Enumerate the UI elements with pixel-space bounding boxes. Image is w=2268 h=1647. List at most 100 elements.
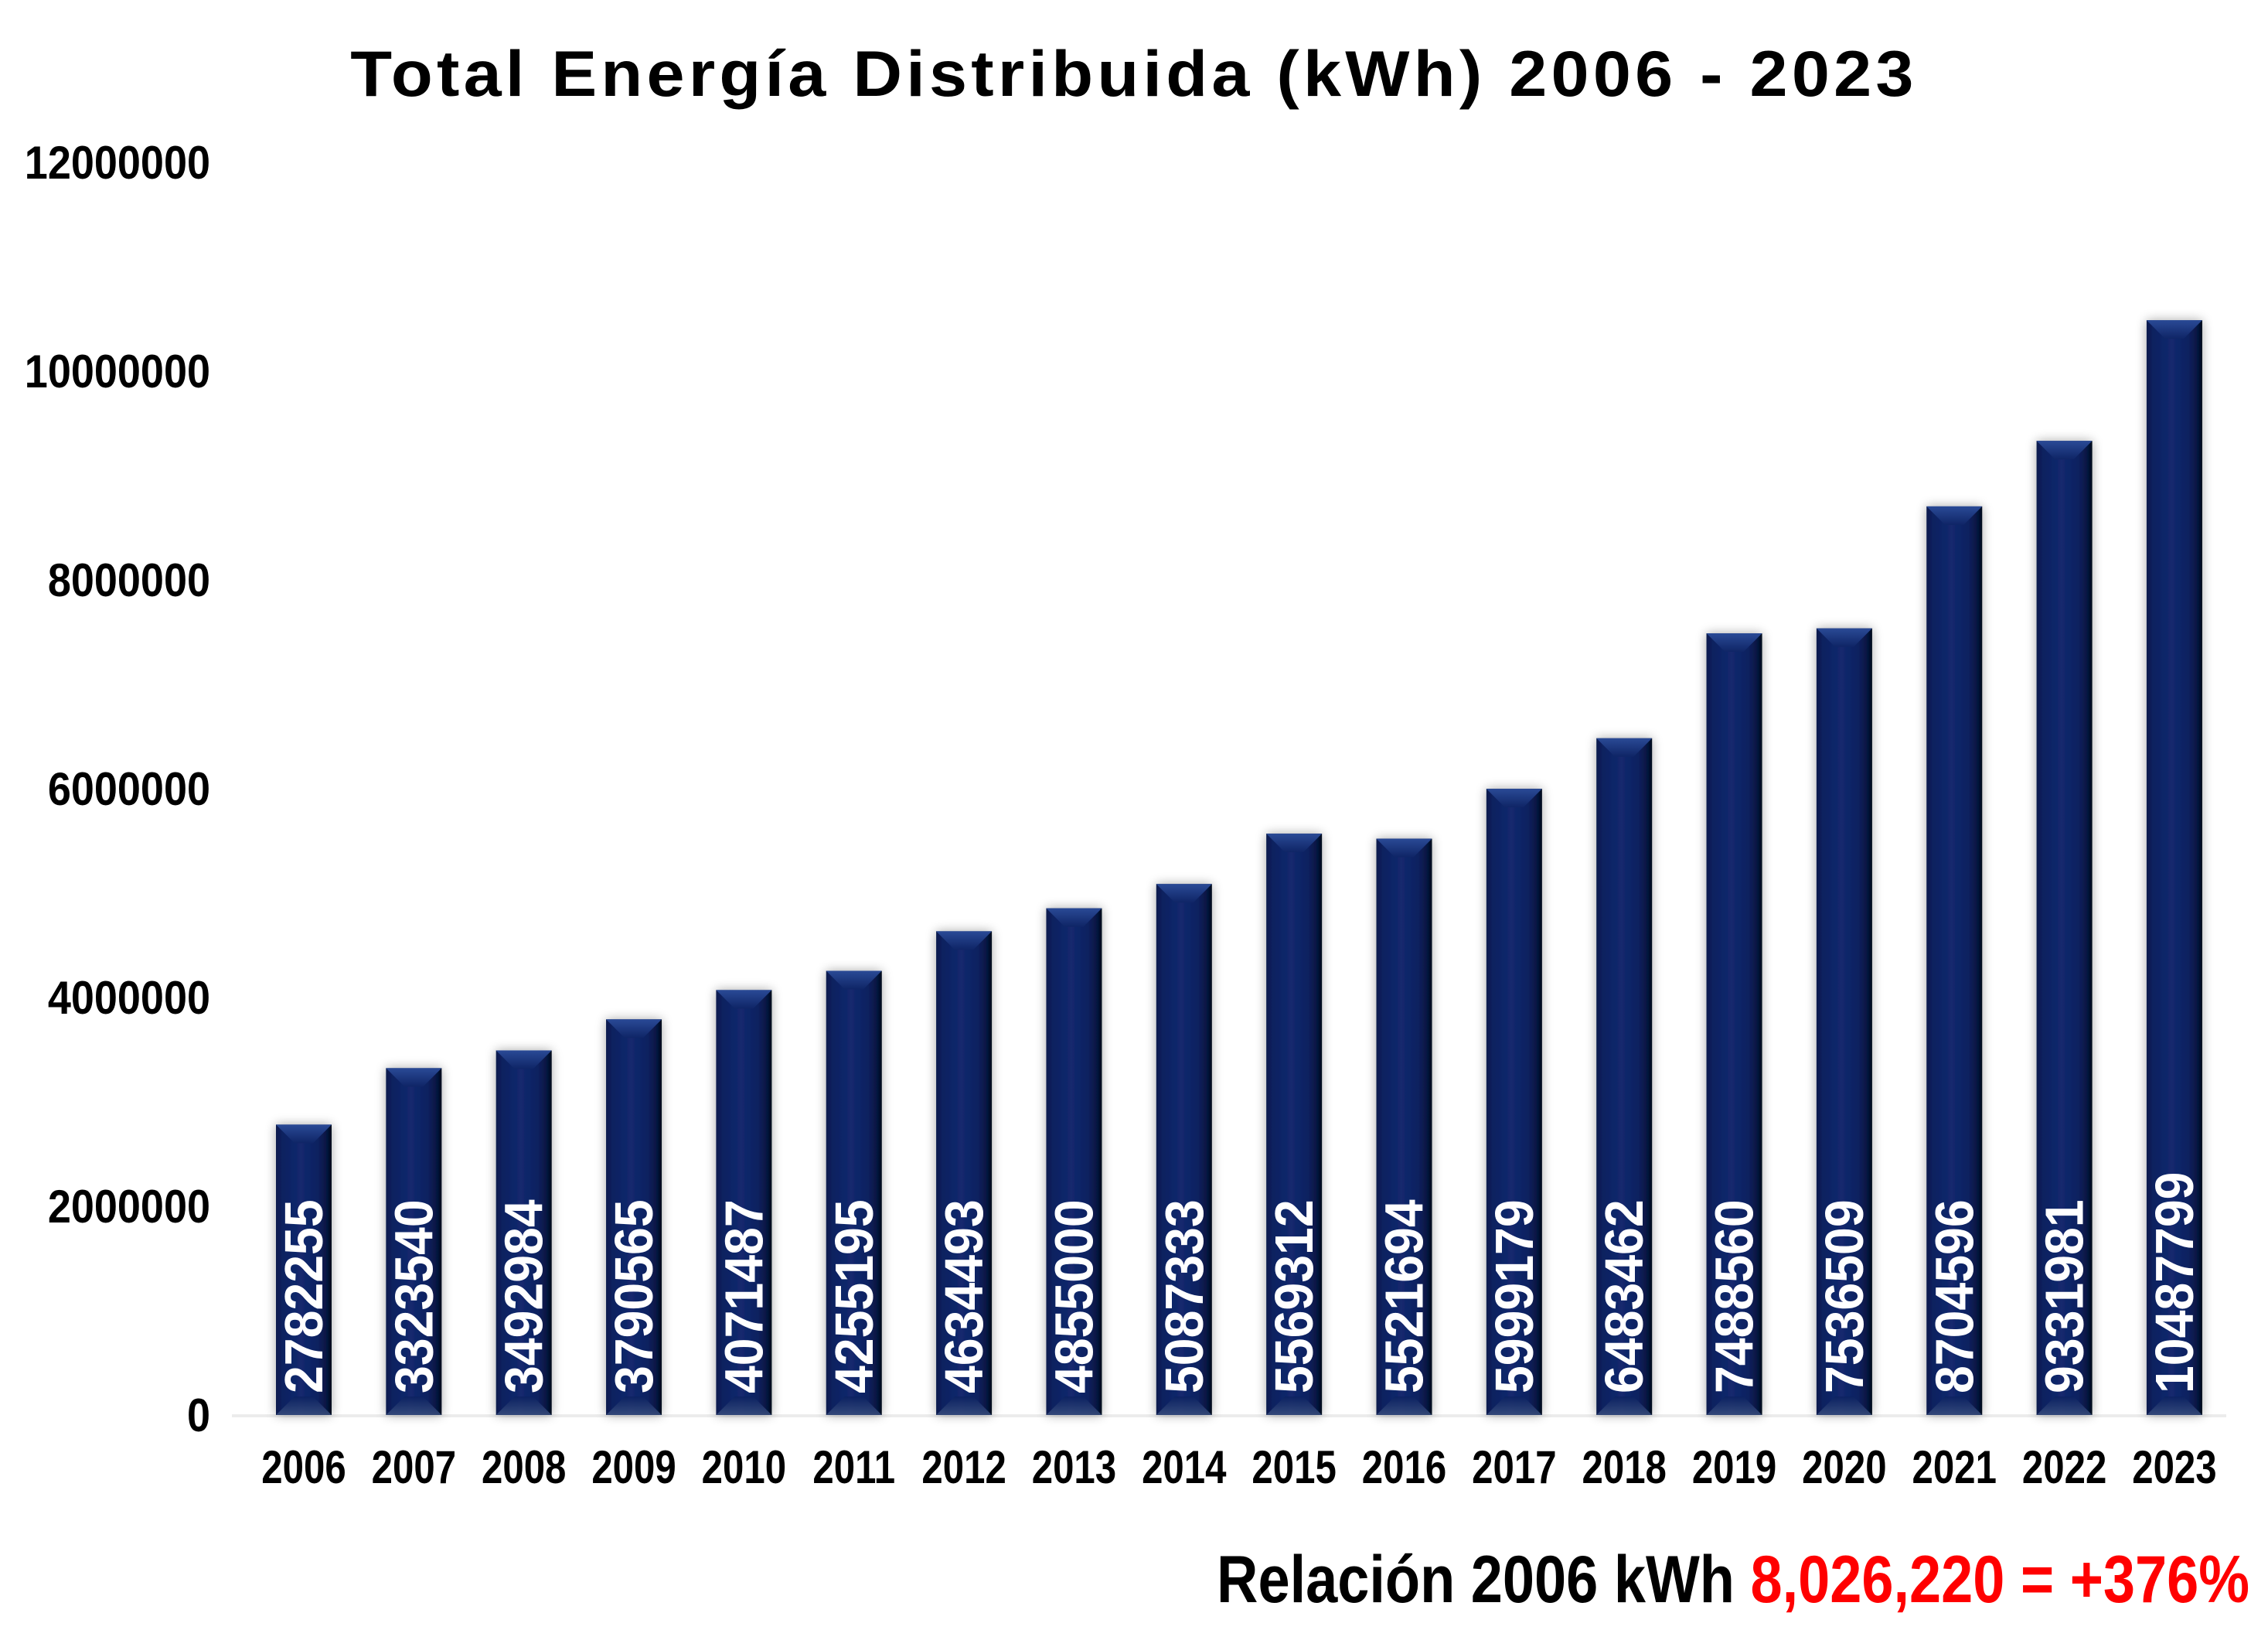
- bar-2020: 7536509: [1814, 628, 1875, 1415]
- bar-2007: 3323540: [384, 1068, 444, 1415]
- bar-bottom-bevel: [1706, 1396, 1762, 1415]
- bar-top-bevel: [1596, 738, 1653, 757]
- data-label: 5521694: [1374, 1199, 1435, 1393]
- bar-2006: 2782255: [274, 1124, 335, 1415]
- x-tick-label: 2010: [702, 1441, 786, 1493]
- bar-bottom-bevel: [276, 1396, 332, 1415]
- x-tick-label: 2006: [261, 1441, 346, 1493]
- bar-2015: 5569312: [1265, 834, 1325, 1415]
- bar-2011: 4255195: [824, 970, 884, 1415]
- bar: [1816, 628, 1872, 1415]
- x-tick-label: 2020: [1802, 1441, 1886, 1493]
- bar-2010: 4071487: [714, 990, 775, 1415]
- y-tick-label: 12000000: [25, 137, 210, 189]
- x-tick-label: 2016: [1362, 1441, 1446, 1493]
- x-tick-label: 2007: [372, 1441, 456, 1493]
- bar-top-bevel: [495, 1050, 552, 1069]
- bar: [1266, 834, 1323, 1415]
- bar-top-bevel: [1926, 506, 1983, 525]
- bar-bottom-bevel: [2146, 1396, 2202, 1415]
- y-axis: 0 2000000 4000000 6000000 8000000 10000000 120…: [25, 137, 210, 1441]
- bar: [1376, 838, 1432, 1415]
- bar-bottom-bevel: [716, 1396, 772, 1415]
- bar-bottom-bevel: [936, 1396, 993, 1415]
- bar: [936, 931, 993, 1415]
- bar-2013: 4855000: [1044, 908, 1105, 1415]
- bar-top-bevel: [716, 990, 772, 1009]
- x-tick-label: 2023: [2132, 1441, 2216, 1493]
- data-label: 10487799: [2145, 1171, 2205, 1393]
- y-tick-label: 0: [187, 1390, 210, 1441]
- x-tick-label: 2014: [1142, 1441, 1227, 1493]
- x-axis: 2006 2007 2008 2009 2010 2011 2012 2013 2014 2015…: [261, 1441, 2216, 1493]
- bar-2012: 4634493: [935, 931, 995, 1415]
- data-label: 4634493: [935, 1199, 995, 1393]
- y-tick-label: 8000000: [48, 554, 210, 606]
- bar: [716, 990, 772, 1415]
- bar: [1156, 884, 1212, 1415]
- data-label: 3323540: [384, 1199, 444, 1393]
- bars-group: 2782255 3323540 3492984 3790565 4071487 42551…: [274, 320, 2205, 1416]
- bar-top-bevel: [606, 1019, 662, 1038]
- data-label: 7536509: [1814, 1199, 1875, 1393]
- bar-top-bevel: [1156, 884, 1212, 903]
- y-tick-label: 10000000: [25, 346, 210, 397]
- x-tick-label: 2011: [812, 1441, 895, 1493]
- bar-bottom-bevel: [1156, 1396, 1212, 1415]
- x-tick-label: 2008: [482, 1441, 566, 1493]
- bar-bottom-bevel: [386, 1396, 442, 1415]
- footer-prefix: Relación 2006 kWh: [1217, 1542, 1750, 1617]
- bar: [276, 1124, 332, 1415]
- bar-2018: 6483462: [1595, 738, 1655, 1415]
- x-tick-label: 2009: [591, 1441, 676, 1493]
- chart-title: Total Energía Distribuida (kWh) 2006 - 2…: [350, 38, 1917, 111]
- data-label: 7488560: [1704, 1199, 1765, 1393]
- y-tick-label: 4000000: [48, 972, 210, 1024]
- x-tick-label: 2018: [1582, 1441, 1666, 1493]
- bar-2019: 7488560: [1704, 633, 1765, 1415]
- x-tick-label: 2017: [1472, 1441, 1556, 1493]
- data-label: 5087333: [1154, 1199, 1214, 1393]
- bar-top-bevel: [2036, 441, 2093, 460]
- data-label: 6483462: [1595, 1199, 1655, 1393]
- bar-top-bevel: [826, 970, 882, 990]
- x-tick-label: 2013: [1032, 1441, 1116, 1493]
- bar-top-bevel: [1486, 789, 1542, 808]
- bar-2008: 3492984: [494, 1050, 554, 1415]
- bar-2014: 5087333: [1154, 884, 1214, 1415]
- bar-2022: 9331981: [2035, 441, 2095, 1415]
- bar-top-bevel: [1706, 633, 1762, 653]
- bar: [1046, 908, 1102, 1415]
- x-tick-label: 2021: [1912, 1441, 1997, 1493]
- bar-bottom-bevel: [1266, 1396, 1323, 1415]
- bar-2017: 5999179: [1484, 789, 1544, 1415]
- bar-2023: 10487799: [2145, 320, 2205, 1416]
- bar-top-bevel: [386, 1068, 442, 1087]
- x-tick-label: 2012: [921, 1441, 1006, 1493]
- bar-bottom-bevel: [1046, 1396, 1102, 1415]
- bar-top-bevel: [1376, 838, 1432, 858]
- data-label: 4255195: [824, 1199, 884, 1393]
- x-tick-label: 2015: [1251, 1441, 1336, 1493]
- bar: [386, 1068, 442, 1415]
- data-label: 9331981: [2035, 1199, 2095, 1393]
- bar: [2036, 441, 2093, 1415]
- bar-bottom-bevel: [2036, 1396, 2093, 1415]
- footer-highlight: 8,026,220 = +376%: [1750, 1542, 2249, 1617]
- bar: [826, 970, 882, 1415]
- data-label: 5569312: [1265, 1199, 1325, 1393]
- bar: [1706, 633, 1762, 1415]
- data-label: 5999179: [1484, 1199, 1544, 1393]
- bar-2016: 5521694: [1374, 838, 1435, 1415]
- bar-bottom-bevel: [1926, 1396, 1983, 1415]
- bar-2021: 8704596: [1925, 506, 1985, 1415]
- bar-bottom-bevel: [1486, 1396, 1542, 1415]
- x-tick-label: 2019: [1692, 1441, 1776, 1493]
- y-tick-label: 2000000: [48, 1181, 210, 1233]
- footer-note: Relación 2006 kWh 8,026,220 = +376%: [1217, 1542, 2249, 1617]
- data-label: 3790565: [604, 1199, 665, 1393]
- x-tick-label: 2022: [2022, 1441, 2106, 1493]
- bar-top-bevel: [936, 931, 993, 950]
- data-label: 2782255: [274, 1199, 335, 1393]
